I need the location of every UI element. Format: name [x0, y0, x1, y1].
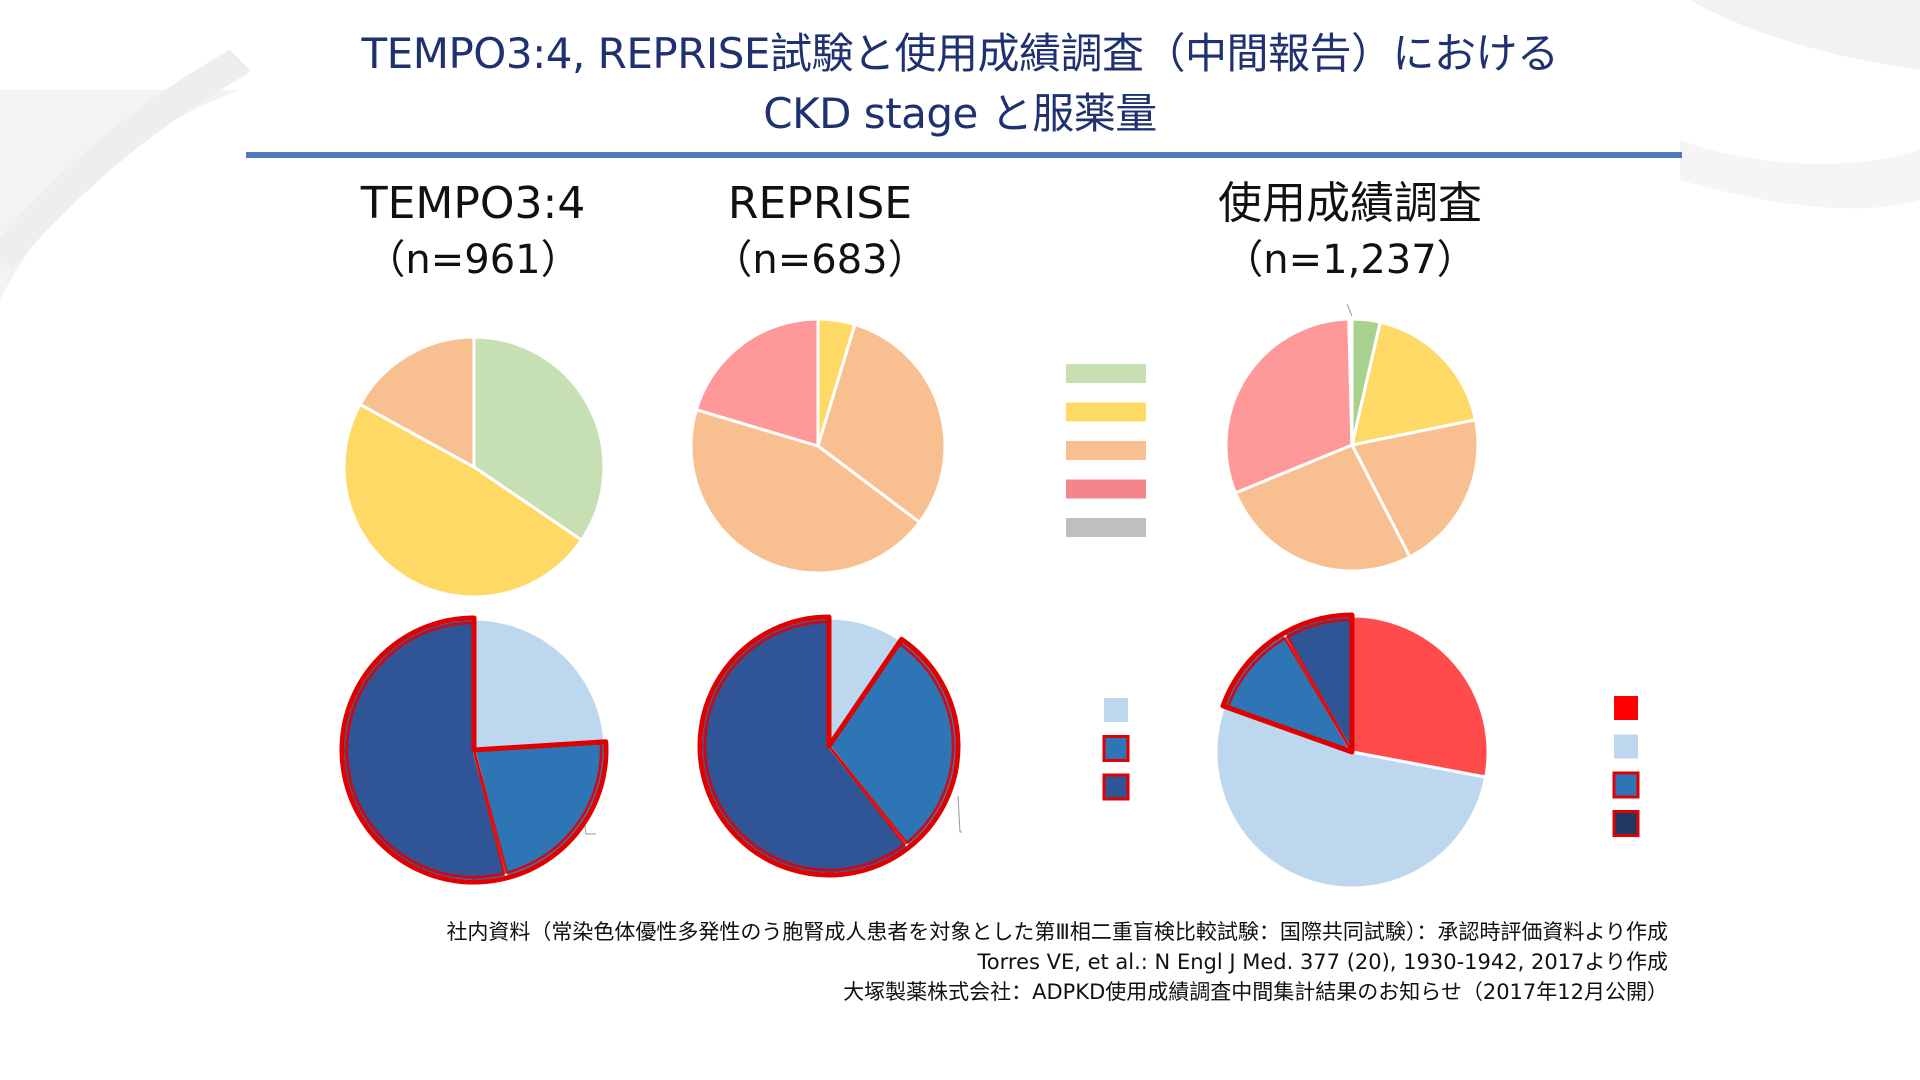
ckd-legend-swatch	[1066, 402, 1146, 422]
dose-legend-right-swatch	[1612, 771, 1640, 799]
survey-ckd-leader-line	[1346, 303, 1353, 317]
survey-ckd-slice	[1350, 418, 1480, 559]
dose-legend-right-swatch	[1614, 734, 1638, 759]
survey-ckd-slice	[1347, 317, 1354, 447]
tempo-dose-slice-outline	[472, 742, 603, 874]
survey-ckd-slice	[1224, 317, 1354, 495]
reprise-ckd-slice	[816, 322, 947, 524]
reprise-dose-slice-outline	[703, 620, 906, 872]
study-n: （n=683）	[712, 237, 928, 283]
reprise-ckd-slice	[694, 317, 820, 448]
footer-source-3: 大塚製薬株式会社：ADPKD使用成績調査中間集計結果のお知らせ（2017年12月…	[843, 980, 1668, 1004]
ckd-legend-swatch	[1066, 364, 1146, 383]
reprise-dose-highlight-outline	[697, 614, 961, 878]
tempo-dose-highlight-outline	[339, 615, 609, 885]
dose-legend-right-swatch	[1614, 696, 1638, 720]
dose-legend-left-swatch	[1102, 735, 1130, 762]
study-header-survey: 使用成績調査 （n=1,237）	[1170, 176, 1530, 288]
dose-legend-left-swatch	[1102, 773, 1130, 801]
ckd-legend-swatch	[1066, 441, 1146, 460]
tempo-ckd-slice	[358, 335, 476, 469]
dose-legend-left-swatch	[1104, 698, 1128, 722]
tempo-dose-slice	[472, 617, 607, 752]
survey-dose-slice-outline	[1286, 618, 1354, 754]
slide-title-line2: CKD stage と服薬量	[763, 89, 1157, 138]
slide-title-line1: TEMPO3:4, REPRISE試験と使用成績調査（中間報告）における	[361, 29, 1559, 78]
tempo-ckd-slice	[342, 402, 584, 599]
study-header-tempo: TEMPO3:4 （n=961）	[323, 176, 623, 288]
study-name: REPRISE	[727, 178, 913, 229]
reprise-dose-slice-outline	[827, 642, 955, 844]
study-n: （n=1,237）	[1223, 237, 1477, 283]
tempo-ckd-slice	[472, 335, 606, 542]
reprise-ckd-slice	[689, 408, 921, 575]
title-divider	[246, 152, 1682, 158]
reprise-dose-leader-line	[957, 795, 962, 833]
ckd-legend-swatch	[1066, 518, 1146, 537]
survey-dose-slice	[1214, 704, 1488, 890]
survey-dose-slice	[1350, 614, 1490, 779]
footer-source-2: Torres VE, et al.: N Engl J Med. 377 (20…	[977, 950, 1668, 974]
study-header-reprise: REPRISE （n=683）	[670, 176, 970, 288]
study-name: 使用成績調査	[1218, 178, 1482, 229]
study-n: （n=961）	[365, 237, 581, 283]
survey-dose-slice-outline	[1226, 637, 1354, 754]
tempo-dose-slice-outline	[345, 621, 506, 879]
survey-ckd-slice	[1350, 320, 1477, 447]
study-name: TEMPO3:4	[360, 178, 586, 229]
footer-source-1: 社内資料（常染色体優性多発性のう胞腎成人患者を対象とした第Ⅲ相二重盲検比較試験：…	[446, 920, 1668, 944]
ckd-legend-swatch	[1066, 479, 1146, 499]
survey-dose-highlight-outline	[1220, 612, 1355, 755]
dose-legend-right-swatch	[1612, 810, 1640, 837]
